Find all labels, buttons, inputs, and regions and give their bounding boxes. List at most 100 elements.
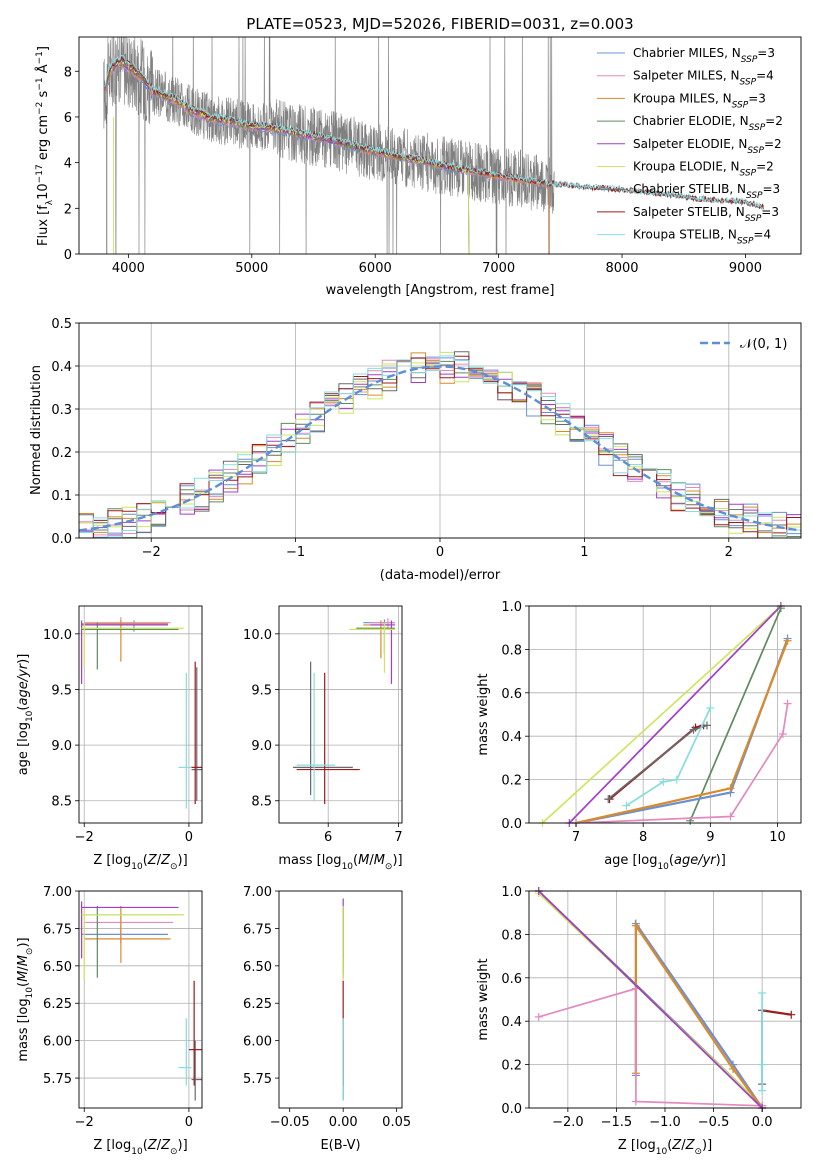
residuals-xticklabel-3: 1 [580,545,588,560]
weight-vs-z-line-salpeter_stelib [761,1009,792,1016]
mass-vs-z-ylabel-part-0: mass [log [16,998,31,1061]
weight-vs-z-yticklabel-3: 0.6 [501,972,522,987]
weight-vs-z-xticklabel-4: 0.0 [752,1115,773,1130]
mass-vs-ebv-yticklabel-4: 6.75 [243,922,272,937]
spectrum-ylabel-part-6: s [36,90,51,101]
mass-vs-z-xlabel-part-1: 10 [131,1147,143,1157]
spectrum-legend-label-0: Chabrier MILES, NSSP=3 [633,46,775,65]
mass-vs-z-frame [78,890,203,1109]
mass-vs-z-xlabel: Z [log10(Z/Z⊙)] [93,1138,187,1157]
spectrum-legend-val-6: =3 [763,182,781,196]
weight-vs-z-xlabel-part-1: 10 [656,1147,668,1157]
spectrum-legend-label-7: Salpeter STELIB, NSSP=3 [633,205,779,224]
weight-vs-z-marker-kroupa_stelib-1 [758,1060,767,1069]
spectrum-model-kroupa_stelib [104,54,764,211]
weight-vs-z-xticklabel-2: −1.0 [649,1115,681,1130]
spectrum-legend-text-2: Kroupa MILES, N [633,91,732,105]
mass-vs-ebv-yticklabel-2: 6.25 [243,997,272,1012]
mass-vs-z-xlabel-part-2: ( [143,1138,148,1153]
weight-vs-z-marker-kroupa_stelib-0 [758,1086,767,1095]
mass-vs-ebv-yticklabel-0: 5.75 [243,1072,272,1087]
weight-vs-age-marker-kroupa_stelib-2 [672,775,681,784]
weight-vs-age-xlabel-part-0: age [log [604,853,657,868]
age-vs-z-yticklabel-2: 9.5 [51,683,72,698]
mass-vs-ebv-xlabel: E(B-V) [320,1138,360,1153]
weight-vs-z-xlabel-part-6: ⊙ [694,1147,702,1157]
mass-vs-z-xlabel-part-4: / [157,1138,162,1153]
weight-vs-age-xticklabel-0: 7 [572,830,580,845]
weight-vs-z-line-salpeter_elodie [538,891,763,1108]
weight-vs-age-xlabel-part-2: ( [669,853,674,868]
weight-vs-age-marker-kroupa_miles-2 [783,636,792,645]
age-vs-z-yticklabel-1: 9.0 [51,739,72,754]
age-vs-mass-xlabel-part-5: M [374,853,385,868]
spectrum-xticklabel-1: 5000 [235,261,268,276]
age-vs-z-ylabel-part-1: 10 [25,710,35,722]
weight-vs-z-xlabel-part-4: / [681,1138,686,1153]
residuals-ylabel: Normed distribution [29,365,44,495]
weight-vs-age-xticklabel-3: 10 [769,830,786,845]
weight-vs-age-yticklabel-2: 0.4 [501,730,522,745]
spectrum-ylabel: Flux [fλ10−17 erg cm−2 s−1 Å−1] [35,46,55,246]
age-vs-mass-xlabel-part-6: ⊙ [385,862,393,872]
weight-vs-age-marker-kroupa_miles-1 [726,784,735,793]
spectrum-xticklabel-3: 7000 [482,261,515,276]
weight-vs-age-xlabel: age [log10(age/yr)] [604,853,726,872]
spectrum-legend-text-1: Salpeter MILES, N [633,69,740,83]
weight-vs-age-xticklabel-2: 9 [706,830,714,845]
residuals-yticklabel-3: 0.3 [51,403,72,418]
age-vs-mass-yticklabel-2: 9.5 [251,683,272,698]
weight-vs-age-line-chabrier_elodie [689,607,782,822]
age-vs-mass-xlabel-part-1: 10 [342,862,354,872]
spectrum-legend-sub-6: SSP [746,191,763,201]
age-vs-z-xlabel-part-0: Z [log [93,853,131,868]
weight-vs-age-yticklabel-3: 0.6 [501,687,522,702]
age-vs-mass-xlabel-part-7: )] [392,853,402,868]
age-vs-z-ylabel: age [log10(age/yr)] [16,654,35,776]
age-vs-z-xticklabel-0: −2 [75,830,94,845]
residuals-xticklabel-1: −1 [286,545,305,560]
age-vs-z-frame [78,605,203,824]
residuals-xticklabel-2: 0 [436,545,444,560]
weight-vs-age-yticklabel-5: 1.0 [501,600,522,615]
age-vs-z-xlabel-part-2: ( [143,853,148,868]
age-vs-z-xlabel-part-4: / [157,853,162,868]
weight-vs-z-yticklabel-5: 1.0 [501,885,522,900]
spectrum-ylabel-part-0: Flux [f [36,205,51,246]
spectrum-yticklabel-0: 0 [64,248,72,263]
residuals-yticklabel-0: 0.0 [51,532,72,547]
mass-vs-ebv-yticklabel-1: 6.00 [243,1035,272,1050]
weight-vs-z-marker-salpeter_miles-2 [631,1097,640,1106]
mass-vs-z-yticklabel-0: 5.75 [43,1072,72,1087]
weight-vs-age-line-salpeter_miles [575,703,789,823]
residuals-yticklabel-5: 0.5 [51,317,72,332]
spectrum-ylabel-part-8: Å [35,64,51,77]
mass-vs-z-xlabel-part-6: ⊙ [170,1147,178,1157]
residuals-xticklabel-4: 2 [725,545,733,560]
spectrum-legend-val-2: =3 [748,91,766,105]
spectrum-legend-val-1: =4 [756,69,774,83]
spectrum-ylabel-part-1: λ [45,199,55,205]
age-vs-mass-frame [278,605,403,824]
spectrum-xticklabel-5: 9000 [729,261,762,276]
age-vs-mass-xlabel-part-4: / [369,853,374,868]
mass-vs-ebv-xticklabel-1: 0.00 [329,1115,358,1130]
mass-vs-ebv-xticklabel-0: −0.05 [270,1115,310,1130]
age-vs-mass-xlabel-part-0: mass [log [278,853,341,868]
mass-vs-z-xlabel-part-0: Z [log [93,1138,131,1153]
spectrum-legend-text-8: Kroupa STELIB, N [633,228,737,242]
weight-vs-age-xlabel-part-1: 10 [657,862,669,872]
age-vs-mass-yticklabel-0: 8.5 [251,795,272,810]
mass-vs-z-ylabel: mass [log10(M/M⊙)] [16,937,35,1061]
spectrum-legend-text-7: Salpeter STELIB, N [633,205,745,219]
age-vs-z-ylabel-part-2: ( [16,706,31,711]
mass-vs-z-yticklabel-4: 6.75 [43,922,72,937]
spectrum-legend-sub-3: SSP [749,123,766,133]
weight-vs-age-marker-chabrier_stelib-1 [689,725,698,734]
weight-vs-z-yticklabel-2: 0.4 [501,1015,522,1030]
weight-vs-z-xticklabel-3: −0.5 [698,1115,730,1130]
mass-vs-z-yticklabel-5: 7.00 [43,885,72,900]
spectrum-ylabel-part-2: 10 [36,183,51,200]
age-vs-mass-xticklabel-1: 7 [394,830,402,845]
